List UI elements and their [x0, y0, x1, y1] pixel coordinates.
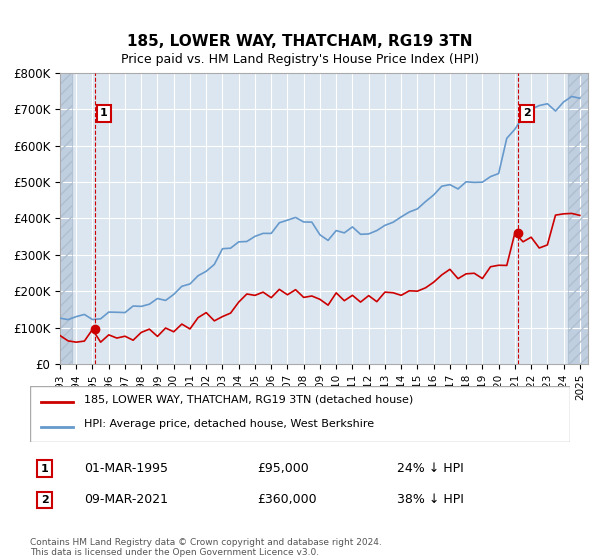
- Text: 185, LOWER WAY, THATCHAM, RG19 3TN: 185, LOWER WAY, THATCHAM, RG19 3TN: [127, 34, 473, 49]
- Text: 185, LOWER WAY, THATCHAM, RG19 3TN (detached house): 185, LOWER WAY, THATCHAM, RG19 3TN (deta…: [84, 394, 413, 404]
- Text: HPI: Average price, detached house, West Berkshire: HPI: Average price, detached house, West…: [84, 419, 374, 429]
- Text: 09-MAR-2021: 09-MAR-2021: [84, 493, 168, 506]
- Text: Contains HM Land Registry data © Crown copyright and database right 2024.
This d: Contains HM Land Registry data © Crown c…: [30, 538, 382, 557]
- Text: 38% ↓ HPI: 38% ↓ HPI: [397, 493, 464, 506]
- Text: 1: 1: [41, 464, 49, 474]
- Text: 1: 1: [100, 109, 108, 119]
- Text: 01-MAR-1995: 01-MAR-1995: [84, 462, 168, 475]
- Text: £95,000: £95,000: [257, 462, 308, 475]
- Text: 2: 2: [41, 495, 49, 505]
- Text: £360,000: £360,000: [257, 493, 316, 506]
- Text: Price paid vs. HM Land Registry's House Price Index (HPI): Price paid vs. HM Land Registry's House …: [121, 53, 479, 66]
- Text: 24% ↓ HPI: 24% ↓ HPI: [397, 462, 464, 475]
- Text: 2: 2: [523, 109, 530, 119]
- FancyBboxPatch shape: [30, 386, 570, 442]
